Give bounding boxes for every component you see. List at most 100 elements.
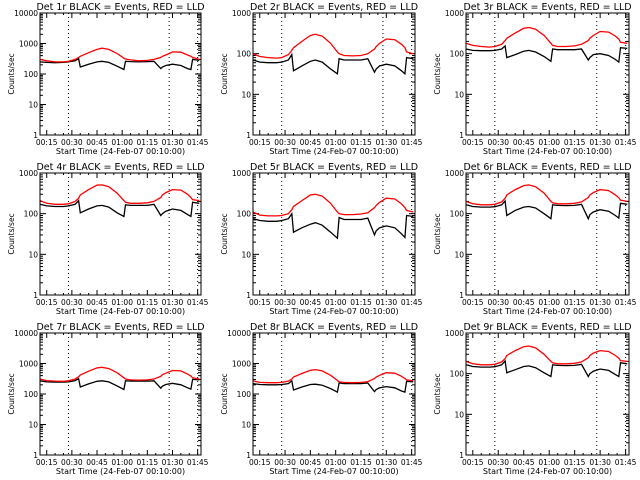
panel-7: Det 7r BLACK = Events, RED = LLD 1 10 100 10… bbox=[7, 322, 209, 476]
y-tick-label: 1 bbox=[246, 451, 251, 460]
x-axis-label: Start Time (24-Feb-07 00:10:00) bbox=[483, 467, 612, 476]
series-line-events bbox=[465, 44, 628, 64]
y-tick-label: 100 bbox=[24, 70, 39, 79]
y-tick-label: 100 bbox=[237, 210, 252, 219]
x-axis-label: Start Time (24-Feb-07 00:10:00) bbox=[56, 307, 185, 316]
panel-6: Det 6r BLACK = Events, RED = LLD 1 10 100 10… bbox=[433, 162, 637, 316]
series-line-lld bbox=[252, 193, 414, 217]
x-tick-label: 01:15 bbox=[137, 458, 159, 467]
x-tick-label: 00:15 bbox=[462, 298, 484, 307]
x-tick-label: 01:15 bbox=[564, 298, 586, 307]
series-line-events bbox=[39, 199, 200, 218]
x-tick-label: 00:45 bbox=[86, 298, 108, 307]
x-tick-label: 00:30 bbox=[274, 138, 296, 147]
x-tick-label: 01:45 bbox=[615, 298, 637, 307]
x-tick-label: 00:15 bbox=[249, 138, 271, 147]
x-tick-label: 01:30 bbox=[589, 458, 611, 467]
x-tick-label: 01:00 bbox=[111, 138, 133, 147]
x-tick-label: 00:15 bbox=[249, 458, 271, 467]
panel-8: Det 8r BLACK = Events, RED = LLD 1 10 100 10… bbox=[220, 322, 423, 476]
x-tick-label: 01:30 bbox=[162, 138, 184, 147]
panel-title: Det 4r BLACK = Events, RED = LLD bbox=[36, 162, 204, 173]
x-tick-label: 00:45 bbox=[513, 298, 535, 307]
panel-title: Det 1r BLACK = Events, RED = LLD bbox=[36, 2, 204, 13]
y-tick-label: 10000 bbox=[227, 329, 251, 338]
x-tick-label: 00:15 bbox=[462, 138, 484, 147]
series-line-events bbox=[252, 211, 414, 240]
y-axis-label: Counts/sec bbox=[220, 373, 229, 414]
x-tick-label: 01:30 bbox=[376, 298, 398, 307]
panel-title: Det 9r BLACK = Events, RED = LLD bbox=[463, 322, 631, 333]
series-line-events bbox=[465, 359, 628, 378]
x-tick-label: 01:15 bbox=[564, 458, 586, 467]
x-tick-label: 00:45 bbox=[300, 138, 322, 147]
panel-2: Det 2r BLACK = Events, RED = LLD 1 10 100 10… bbox=[220, 2, 423, 156]
x-tick-label: 00:45 bbox=[86, 458, 108, 467]
series-line-lld bbox=[39, 47, 200, 63]
x-tick-label: 00:15 bbox=[36, 458, 58, 467]
series-line-events bbox=[252, 379, 414, 394]
x-axis-label: Start Time (24-Feb-07 00:10:00) bbox=[483, 147, 612, 156]
x-tick-label: 00:15 bbox=[36, 298, 58, 307]
y-tick-label: 1000 bbox=[445, 9, 464, 18]
y-tick-label: 1 bbox=[33, 451, 38, 460]
series-line-events bbox=[39, 377, 200, 391]
y-tick-label: 1 bbox=[33, 291, 38, 300]
x-tick-label: 01:30 bbox=[162, 458, 184, 467]
y-axis-label: Counts/sec bbox=[433, 373, 442, 414]
panel-title: Det 3r BLACK = Events, RED = LLD bbox=[463, 2, 631, 13]
y-tick-label: 1 bbox=[459, 131, 464, 140]
y-tick-label: 1000 bbox=[445, 169, 464, 178]
x-tick-label: 00:45 bbox=[513, 138, 535, 147]
plot-frame bbox=[465, 172, 630, 296]
series-line-lld bbox=[39, 366, 200, 382]
plot-frame bbox=[465, 12, 630, 136]
series-line-lld bbox=[252, 33, 414, 59]
y-tick-label: 10 bbox=[454, 90, 464, 99]
panel-3: Det 3r BLACK = Events, RED = LLD 1 10 100 10… bbox=[433, 2, 637, 156]
x-tick-label: 00:30 bbox=[487, 298, 509, 307]
y-tick-label: 1000 bbox=[19, 169, 38, 178]
y-tick-label: 1 bbox=[246, 131, 251, 140]
panel-1: Det 1r BLACK = Events, RED = LLD 1 10 100 10… bbox=[7, 2, 209, 156]
panel-4: Det 4r BLACK = Events, RED = LLD 1 10 100 10… bbox=[7, 162, 209, 316]
panel-title: Det 7r BLACK = Events, RED = LLD bbox=[36, 322, 204, 333]
x-axis-label: Start Time (24-Feb-07 00:10:00) bbox=[269, 147, 398, 156]
x-tick-label: 00:45 bbox=[300, 298, 322, 307]
panel-title: Det 6r BLACK = Events, RED = LLD bbox=[463, 162, 631, 173]
y-tick-label: 1 bbox=[246, 291, 251, 300]
x-tick-label: 01:00 bbox=[325, 458, 347, 467]
series-line-events bbox=[39, 57, 200, 71]
x-tick-label: 00:15 bbox=[462, 458, 484, 467]
x-tick-label: 00:30 bbox=[487, 138, 509, 147]
x-axis-label: Start Time (24-Feb-07 00:10:00) bbox=[269, 307, 398, 316]
y-tick-label: 100 bbox=[450, 210, 465, 219]
y-tick-label: 10 bbox=[241, 421, 251, 430]
y-axis-label: Counts/sec bbox=[7, 213, 16, 254]
y-tick-label: 1000 bbox=[232, 9, 251, 18]
x-tick-label: 01:00 bbox=[111, 458, 133, 467]
x-tick-label: 00:15 bbox=[249, 298, 271, 307]
y-tick-label: 100 bbox=[24, 390, 39, 399]
plot-frame bbox=[39, 332, 202, 456]
plot-frame bbox=[252, 172, 416, 296]
x-tick-label: 00:30 bbox=[61, 298, 83, 307]
x-axis-label: Start Time (24-Feb-07 00:10:00) bbox=[56, 147, 185, 156]
plot-frame bbox=[252, 12, 416, 136]
series-line-lld bbox=[39, 184, 200, 205]
y-tick-label: 1 bbox=[33, 131, 38, 140]
series-line-lld bbox=[465, 26, 628, 48]
x-tick-label: 01:00 bbox=[325, 138, 347, 147]
x-tick-label: 00:15 bbox=[36, 138, 58, 147]
x-axis-label: Start Time (24-Feb-07 00:10:00) bbox=[269, 467, 398, 476]
series-line-events bbox=[252, 52, 414, 76]
y-tick-label: 100 bbox=[237, 390, 252, 399]
x-tick-label: 01:45 bbox=[187, 458, 209, 467]
plot-frame bbox=[465, 332, 630, 456]
panel-title: Det 2r BLACK = Events, RED = LLD bbox=[250, 2, 418, 13]
x-tick-label: 01:30 bbox=[162, 298, 184, 307]
panel-5: Det 5r BLACK = Events, RED = LLD 1 10 100 10… bbox=[220, 162, 423, 316]
x-tick-label: 01:30 bbox=[376, 138, 398, 147]
x-axis-label: Start Time (24-Feb-07 00:10:00) bbox=[56, 467, 185, 476]
x-tick-label: 01:00 bbox=[538, 138, 560, 147]
